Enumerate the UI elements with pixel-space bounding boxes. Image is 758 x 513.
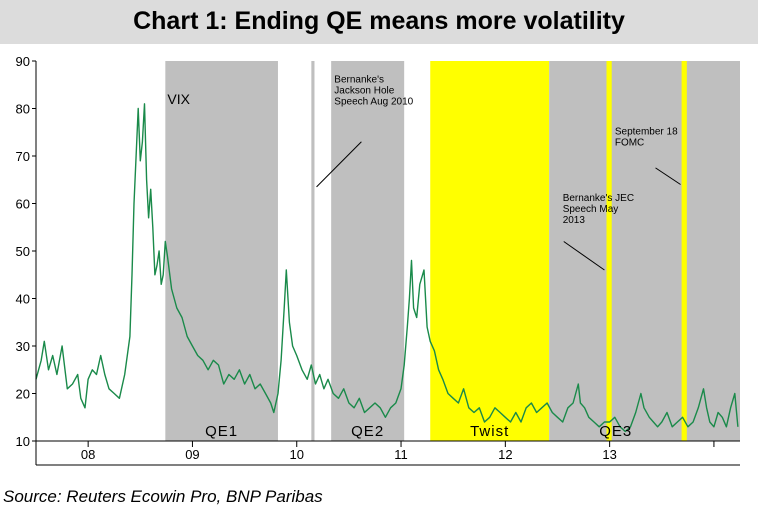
y-tick-label-80: 80 [16, 102, 30, 117]
arrow-september-fomc [655, 167, 681, 185]
y-tick-label-40: 40 [16, 292, 30, 307]
axes [35, 61, 740, 466]
y-tick-label-60: 60 [16, 197, 30, 212]
x-tick-label-12: 12 [498, 447, 512, 462]
y-tick-label-10: 10 [16, 434, 30, 449]
y-tick-label-90: 90 [16, 54, 30, 69]
annotation-bernanke-jec: Bernanke's JEC Speech May 2013 [563, 193, 634, 226]
series-layer [35, 103, 739, 433]
annotations: VIX Bernanke's Jackson Hole Speech Aug 2010… [167, 74, 681, 271]
axis-ticks: 10 20 30 40 50 60 70 80 90 08 09 10 11 12 13 [16, 54, 715, 462]
shaded-region-qe2 [331, 61, 405, 441]
annotation-jackson-hole: Bernanke's Jackson Hole Speech Aug 2010 [334, 74, 413, 107]
annotation-september-fomc: September 18 FOMC [615, 127, 678, 149]
x-tick-label-08: 08 [81, 447, 95, 462]
x-tick-label-10: 10 [290, 447, 304, 462]
y-tick-label-70: 70 [16, 149, 30, 164]
region-label-qe3: QE3 [599, 423, 632, 440]
x-tick-label-11: 11 [394, 447, 408, 462]
vix-chart: 10 20 30 40 50 60 70 80 90 08 09 10 11 12 13 QE1 QE2 Twi… [16, 54, 740, 466]
chart-title: Chart 1: Ending QE means more volatility [133, 7, 625, 35]
shaded-region-band-5 [606, 61, 612, 441]
shaded-region-qe1 [165, 61, 278, 441]
region-label-qe1: QE1 [205, 423, 238, 440]
arrow-jackson-hole [316, 141, 362, 188]
source-note: Source: Reuters Ecowin Pro, BNP Paribas [3, 487, 323, 506]
shaded-region-twist [430, 61, 550, 441]
shaded-region-band-6 [681, 61, 687, 441]
shaded-region-band-1 [311, 61, 315, 441]
shaded-region-qe3 [549, 61, 740, 441]
y-tick-label-20: 20 [16, 387, 30, 402]
region-label-twist: Twist [470, 423, 509, 440]
shaded-regions [165, 61, 740, 441]
series-line-vix [35, 103, 739, 433]
region-labels: QE1 QE2 Twist QE3 [205, 423, 632, 440]
x-tick-label-13: 13 [602, 447, 616, 462]
region-label-qe2: QE2 [351, 423, 384, 440]
y-tick-label-50: 50 [16, 244, 30, 259]
annotation-vix: VIX [167, 91, 190, 107]
y-tick-label-30: 30 [16, 339, 30, 354]
title-band [0, 0, 758, 44]
arrow-bernanke-jec [563, 241, 605, 271]
x-tick-label-09: 09 [185, 447, 199, 462]
